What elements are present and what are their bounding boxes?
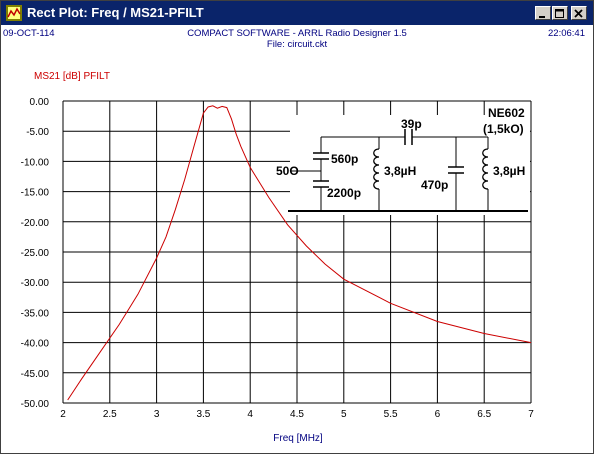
minimize-icon — [539, 16, 545, 18]
y-axis-ticks: 0.00 -5.00 -10.00 -15.00 -20.00 -25.00 -30.00 -… — [21, 97, 50, 410]
schematic-background — [290, 115, 530, 215]
close-button[interactable] — [571, 6, 587, 20]
title-bar[interactable]: Rect Plot: Freq / MS21-PFILT — [1, 1, 593, 25]
x-tick-label: 6.5 — [477, 409, 491, 420]
source-label: 50O — [276, 164, 299, 178]
series-line — [67, 105, 532, 401]
maximize-button[interactable] — [552, 6, 568, 20]
series-label: MS21 [dB] PFILT — [34, 71, 110, 82]
x-tick-label: 3.5 — [196, 409, 210, 420]
plot-date: 09-OCT-114 — [3, 28, 55, 39]
x-tick-label: 2 — [60, 409, 66, 420]
x-axis-ticks: 2 2.5 3 3.5 4 4.5 5 5.5 6 6.5 7 — [60, 409, 534, 420]
plot-app-icon[interactable] — [6, 5, 22, 21]
x-tick-label: 4.5 — [290, 409, 304, 420]
x-axis-label: Freq [MHz] — [273, 433, 323, 444]
y-tick-label: 0.00 — [30, 97, 50, 108]
device-label: NE602 — [488, 106, 525, 120]
plot-time: 22:06:41 — [548, 28, 585, 39]
close-icon — [574, 9, 583, 18]
cap3-label: 470p — [421, 178, 448, 192]
y-tick-label: -35.00 — [21, 308, 50, 319]
x-tick-label: 2.5 — [103, 409, 117, 420]
y-tick-label: -15.00 — [21, 188, 50, 199]
y-tick-label: -30.00 — [21, 278, 50, 289]
maximize-icon — [555, 9, 564, 18]
y-tick-label: -20.00 — [21, 218, 50, 229]
inductor2-label: 3,8µH — [493, 164, 525, 178]
y-tick-label: -10.00 — [21, 157, 50, 168]
file-name: File: circuit.ckt — [266, 39, 328, 50]
ind1-coil — [373, 148, 380, 190]
x-tick-label: 3 — [154, 409, 160, 420]
y-tick-label: -45.00 — [21, 369, 50, 380]
x-tick-label: 6 — [435, 409, 441, 420]
device-impedance-label: (1,5kO) — [483, 122, 524, 136]
y-tick-label: -50.00 — [21, 399, 50, 410]
cap-top-label: 39p — [401, 117, 422, 131]
x-tick-label: 4 — [247, 409, 253, 420]
y-tick-label: -25.00 — [21, 248, 50, 259]
x-tick-label: 5.5 — [384, 409, 398, 420]
x-tick-label: 7 — [528, 409, 534, 420]
rect-plot: 0.00 -5.00 -10.00 -15.00 -20.00 -25.00 -30.00 -… — [21, 71, 535, 444]
cap1-label: 560p — [331, 152, 358, 166]
x-tick-label: 5 — [341, 409, 347, 420]
y-tick-label: -5.00 — [26, 127, 49, 138]
program-name: COMPACT SOFTWARE - ARRL Radio Designer 1… — [187, 28, 407, 39]
inductor1-label: 3,8µH — [384, 164, 416, 178]
minimize-button[interactable] — [535, 6, 551, 20]
circuit-schematic: 39p NE602 (1,5kO) 50O 560p 2200p 3,8µH 4… — [276, 106, 530, 215]
ind2-coil — [482, 148, 489, 190]
y-tick-label: -40.00 — [21, 339, 50, 350]
window-title: Rect Plot: Freq / MS21-PFILT — [27, 5, 204, 20]
cap2-label: 2200p — [327, 186, 361, 200]
